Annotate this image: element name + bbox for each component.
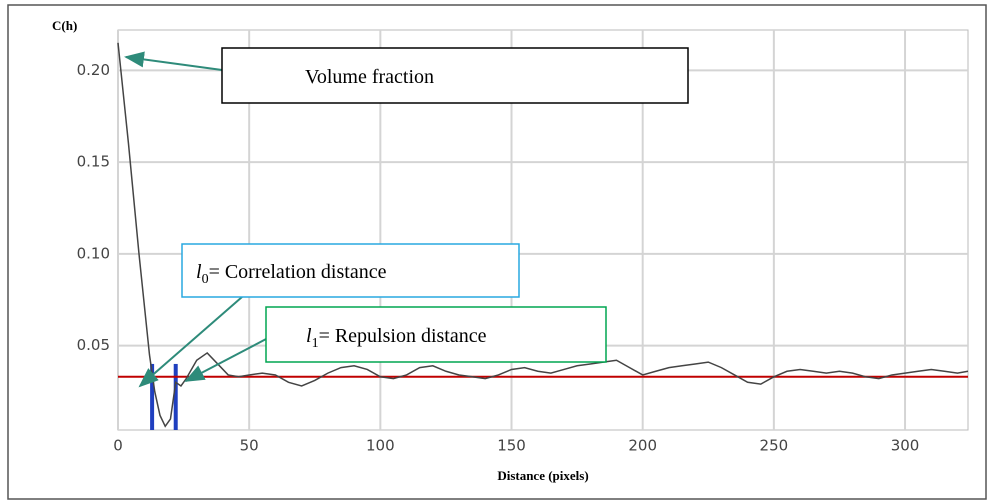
arrow: [124, 51, 223, 71]
marker-bar: [150, 363, 155, 430]
subscript: 0: [202, 272, 209, 287]
text: = Correlation distance: [209, 261, 387, 283]
y-tick-label: 0.10: [77, 244, 110, 262]
annotation-box: [265, 306, 607, 363]
annotation-box: [181, 243, 520, 298]
x-axis-label: Distance (pixels): [497, 468, 588, 483]
y-tick-label: 0.15: [77, 153, 110, 171]
annotation-box: [221, 47, 689, 104]
symbol: l: [306, 325, 312, 347]
x-tick-label: 250: [760, 437, 789, 455]
x-tick-label: 200: [628, 437, 657, 455]
arrow: [138, 296, 243, 388]
text: = Repulsion distance: [319, 325, 487, 347]
subscript: 1: [312, 336, 319, 351]
y-axis-label: C(h): [52, 18, 77, 33]
arrow: [184, 337, 269, 382]
annotation: l1= Repulsion distance: [306, 325, 487, 351]
x-tick-label: 150: [497, 437, 526, 455]
annotation: Volume fraction: [305, 66, 434, 88]
symbol: l: [196, 261, 202, 283]
x-tick-label: 50: [240, 437, 259, 455]
annotation: l0= Correlation distance: [196, 261, 387, 287]
x-tick-label: 0: [113, 437, 123, 455]
y-tick-label: 0.20: [77, 61, 110, 79]
x-tick-label: 300: [891, 437, 920, 455]
line-series: [117, 42, 969, 428]
marker-bar: [173, 363, 178, 430]
y-tick-label: 0.05: [77, 336, 110, 354]
x-tick-label: 100: [366, 437, 395, 455]
marks: [117, 42, 969, 430]
